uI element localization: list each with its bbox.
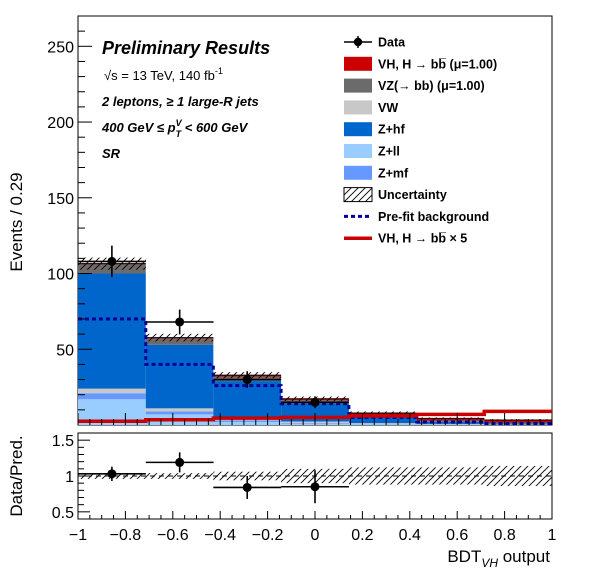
- x-axis-title: BDTVH output: [447, 547, 550, 570]
- bar-z-hf-bin-1: [145, 344, 214, 409]
- ratio-y-tick-label-1.5: 1.5: [52, 433, 74, 450]
- x-tick-label-10: 1: [548, 527, 557, 544]
- data-point-2: [242, 375, 252, 385]
- legend-label-3: VW: [378, 101, 398, 115]
- x-axis-ticks-main: [77, 413, 553, 425]
- bar-z-ll-bin-2: [213, 421, 282, 425]
- bar-vw-bin-4: [348, 423, 417, 424]
- bar-vz-bb-bin-6: [484, 422, 552, 424]
- x-tick-label-2: −0.6: [157, 527, 189, 544]
- bar-z-ll-bin-4: [348, 424, 417, 425]
- uncertainty-bin-6: [484, 419, 552, 421]
- data-point-1: [175, 317, 185, 327]
- bar-z-mf-bin-0: [78, 393, 146, 400]
- legend-label-5: Z+ll: [378, 145, 400, 159]
- region-label: SR: [102, 146, 121, 161]
- y-tick-label-100: 100: [47, 267, 74, 284]
- legend-label-7: Uncertainty: [378, 188, 447, 202]
- preliminary-title: Preliminary Results: [102, 38, 270, 58]
- y-tick-label-200: 200: [47, 115, 74, 132]
- ratio-y-axis-ticks: 0.5 1 1.5: [52, 433, 90, 522]
- data-point-0: [107, 256, 117, 266]
- bar-vw-bin-0: [78, 388, 146, 394]
- energy-lumi-label: √s = 13 TeV, 140 fb-1: [104, 66, 223, 83]
- x-tick-label-0: −1: [69, 527, 87, 544]
- y-tick-label-150: 150: [47, 191, 74, 208]
- x-tick-label-4: −0.2: [252, 527, 284, 544]
- legend-swatch-z-ll: [344, 144, 372, 158]
- bar-z-hf-bin-6: [484, 423, 552, 425]
- ratio-y-tick-label-1: 1: [65, 469, 74, 486]
- x-tick-label-7: 0.4: [399, 527, 421, 544]
- legend-item-5: Z+ll: [344, 144, 400, 159]
- bar-vh-h-bb-bin-5: [416, 418, 485, 421]
- legend-data-marker: [353, 37, 363, 47]
- legend-label-1: VH, H → bb̅ (μ=1.00): [378, 57, 497, 71]
- uncertainty-bin-4: [348, 411, 417, 415]
- bar-z-mf-bin-2: [213, 420, 282, 422]
- legend-label-2: VZ(→ bb) (μ=1.00): [378, 79, 485, 93]
- bar-z-mf-bin-1: [145, 411, 214, 415]
- plot-annotations: Preliminary Results √s = 13 TeV, 140 fb-…: [101, 38, 270, 161]
- legend-item-3: VW: [344, 100, 398, 115]
- legend-item-8: Pre-fit background: [344, 210, 489, 224]
- x-tick-label-6: 0.2: [351, 527, 373, 544]
- ratio-point-0: [107, 469, 117, 479]
- ratio-y-tick-label-0.5: 0.5: [52, 505, 74, 522]
- bar-vw-bin-1: [145, 408, 214, 412]
- ratio-band-bin-6: [484, 465, 552, 487]
- ratio-plot-panel: 0.5 1 1.5 −1 −0.8 −0.6 −0.4 −0.2 0 0.2 0.4 0.6 0.8 1…: [7, 432, 557, 570]
- legend-label-0: Data: [378, 36, 406, 50]
- legend-item-0: Data: [344, 36, 406, 50]
- legend-item-7: Uncertainty: [343, 187, 447, 203]
- prefit-background-line: [78, 317, 552, 425]
- ratio-point-3: [310, 482, 320, 492]
- bar-vh-h-bb-bin-6: [484, 420, 552, 423]
- y-tick-label-50: 50: [56, 342, 74, 359]
- legend-swatch-vh-h-bb-1-00: [344, 56, 372, 71]
- uncertainty-bin-5: [416, 417, 485, 420]
- data-points: [78, 245, 349, 409]
- bar-z-hf-bin-4: [348, 417, 417, 424]
- x-tick-label-5: 0: [311, 527, 320, 544]
- ratio-y-axis-title: Data/Pred.: [7, 435, 26, 516]
- legend-swatch-vw: [344, 100, 372, 115]
- x-tick-label-9: 0.8: [493, 527, 515, 544]
- data-point-3: [310, 397, 320, 407]
- pt-range-label: 400 GeV ≤ pV T < 600 GeV: [101, 118, 249, 139]
- uncertainty-bin-1: [145, 333, 214, 342]
- bar-vz-bb-bin-5: [416, 420, 485, 422]
- legend-item-1: VH, H → bb̅ (μ=1.00): [344, 56, 497, 71]
- ratio-band-bin-4: [348, 467, 417, 485]
- x-tick-label-1: −0.8: [110, 527, 142, 544]
- ratio-point-1: [175, 457, 185, 467]
- x-tick-label-3: −0.4: [204, 527, 236, 544]
- legend-swatch-z-mf: [344, 165, 372, 180]
- legend-label-4: Z+hf: [378, 123, 406, 137]
- y-axis-ticks: 50 100 150 200 250: [47, 30, 92, 411]
- legend: Data VH, H → bb̅ (μ=1.00) VZ(→ bb) (μ=1.00…: [343, 36, 497, 246]
- legend-item-4: Z+hf: [344, 122, 406, 137]
- bar-z-hf-bin-5: [416, 421, 485, 424]
- legend-item-2: VZ(→ bb) (μ=1.00): [344, 78, 485, 93]
- legend-label-9: VH, H → bb̅ × 5: [378, 232, 467, 246]
- bar-vz-bb-bin-1: [145, 338, 214, 345]
- y-axis-title: Events / 0.29: [7, 172, 26, 271]
- x-axis-ticks: −1 −0.8 −0.6 −0.4 −0.2 0 0.2 0.4 0.6 0.8 1: [69, 511, 557, 544]
- x-tick-label-8: 0.6: [446, 527, 468, 544]
- legend-item-6: Z+mf: [344, 165, 409, 180]
- legend-swatch-z-hf: [344, 122, 372, 137]
- legend-swatch-uncertainty: [343, 187, 373, 203]
- bar-z-hf-bin-0: [78, 273, 146, 389]
- main-plot-panel: 50 100 150 200 250 Events / 0.29: [7, 15, 553, 426]
- legend-label-6: Z+mf: [378, 166, 409, 180]
- legend-swatch-vz-bb-1-00: [344, 78, 372, 93]
- ratio-data-points: [78, 452, 349, 504]
- ratio-point-2: [242, 482, 252, 492]
- selection-label: 2 leptons, ≥ 1 large-R jets: [101, 94, 259, 109]
- y-tick-label-250: 250: [47, 39, 74, 56]
- legend-item-9: VH, H → bb̅ × 5: [344, 232, 467, 246]
- legend-label-8: Pre-fit background: [378, 210, 489, 224]
